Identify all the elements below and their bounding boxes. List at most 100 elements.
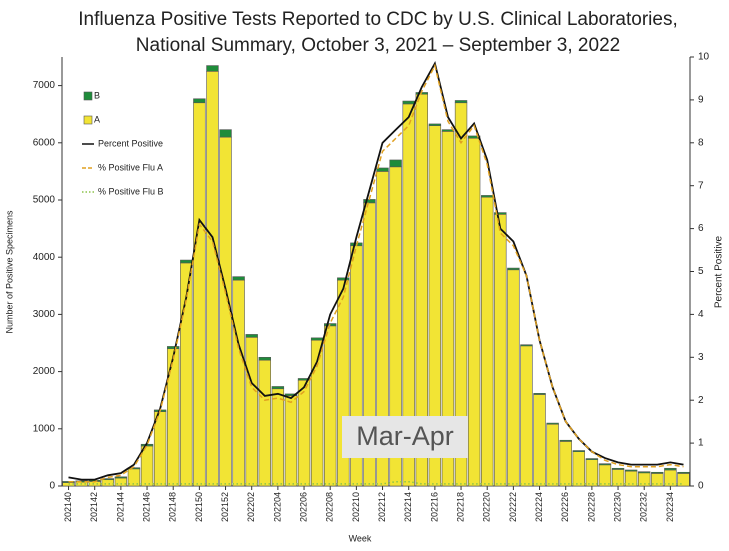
bar bbox=[258, 359, 271, 487]
bar bbox=[559, 439, 572, 442]
bar bbox=[546, 422, 559, 425]
bar bbox=[219, 136, 232, 487]
bar bbox=[232, 276, 245, 281]
bar bbox=[559, 441, 572, 487]
bar bbox=[520, 345, 533, 487]
annotation-box bbox=[342, 416, 468, 458]
x-tick-label: 202230 bbox=[612, 492, 622, 522]
bar bbox=[206, 65, 219, 72]
bar bbox=[481, 195, 494, 198]
bar bbox=[520, 344, 533, 347]
x-tick-label: 202204 bbox=[272, 492, 282, 522]
bar bbox=[624, 469, 638, 472]
bar bbox=[585, 458, 599, 460]
bar bbox=[193, 102, 206, 487]
bar bbox=[271, 386, 285, 390]
bar bbox=[337, 277, 350, 281]
y2-tick-label: 6 bbox=[698, 223, 704, 234]
legend-label: % Positive Flu A bbox=[98, 162, 163, 172]
chart-title: National Summary, October 3, 2021 – Sept… bbox=[136, 35, 620, 56]
bar bbox=[245, 334, 258, 338]
x-tick-label: 202212 bbox=[377, 492, 387, 522]
y-tick-label: 0 bbox=[49, 481, 55, 492]
line bbox=[68, 480, 684, 485]
bar bbox=[533, 393, 546, 395]
bar bbox=[232, 279, 245, 487]
bar bbox=[454, 100, 468, 104]
y2-tick-label: 2 bbox=[698, 395, 704, 406]
x-tick-label: 202216 bbox=[429, 492, 439, 522]
bar bbox=[153, 411, 167, 487]
y2-tick-label: 8 bbox=[698, 137, 704, 148]
x-tick-label: 202208 bbox=[325, 492, 335, 522]
bar bbox=[140, 445, 154, 487]
x-tick-label: 202140 bbox=[63, 492, 73, 522]
bar bbox=[598, 464, 612, 487]
y-tick-label: 3000 bbox=[33, 309, 56, 320]
bar bbox=[324, 325, 337, 487]
bar bbox=[494, 212, 507, 215]
y2-tick-label: 0 bbox=[698, 481, 704, 492]
y-tick-label: 6000 bbox=[33, 137, 56, 148]
legend-label: A bbox=[94, 114, 100, 124]
bar bbox=[167, 346, 180, 350]
bar bbox=[297, 379, 311, 487]
bar bbox=[245, 336, 258, 487]
legend-swatch bbox=[83, 115, 93, 125]
bar bbox=[507, 269, 520, 487]
y2-tick-label: 5 bbox=[698, 266, 704, 277]
line bbox=[68, 63, 684, 483]
y-axis-label: Number of Positive Specimens bbox=[4, 210, 14, 334]
x-tick-label: 202224 bbox=[534, 492, 544, 522]
bar bbox=[494, 214, 507, 487]
x-tick-label: 202218 bbox=[455, 492, 465, 522]
bar bbox=[310, 337, 324, 341]
x-tick-label: 202202 bbox=[246, 492, 256, 522]
bar bbox=[481, 196, 494, 487]
bar bbox=[624, 470, 638, 487]
x-tick-label: 202226 bbox=[560, 492, 570, 522]
x-tick-label: 202206 bbox=[298, 492, 308, 522]
x-tick-label: 202144 bbox=[115, 492, 125, 522]
bar bbox=[533, 394, 546, 487]
y2-tick-label: 10 bbox=[698, 52, 710, 63]
legend-label: B bbox=[94, 90, 100, 100]
bar bbox=[638, 471, 651, 474]
bar bbox=[572, 450, 585, 452]
bar bbox=[611, 469, 625, 487]
x-axis-label: Week bbox=[349, 533, 372, 543]
y-tick-label: 1000 bbox=[33, 423, 56, 434]
bar bbox=[598, 463, 612, 466]
x-tick-label: 202228 bbox=[586, 492, 596, 522]
y2-tick-label: 3 bbox=[698, 352, 704, 363]
bar bbox=[467, 135, 481, 139]
bar bbox=[284, 393, 298, 396]
bar bbox=[101, 479, 114, 487]
x-tick-label: 202152 bbox=[220, 492, 230, 522]
x-tick-label: 202150 bbox=[194, 492, 204, 522]
bar bbox=[572, 451, 585, 487]
y-tick-label: 5000 bbox=[33, 195, 56, 206]
y2-tick-label: 7 bbox=[698, 180, 704, 191]
bar bbox=[258, 356, 271, 361]
y2-tick-label: 9 bbox=[698, 95, 704, 106]
bar bbox=[467, 137, 481, 487]
x-tick-label: 202214 bbox=[403, 492, 413, 522]
x-tick-label: 202234 bbox=[665, 492, 675, 522]
bar bbox=[546, 423, 559, 487]
bar bbox=[193, 98, 206, 104]
bar bbox=[664, 469, 677, 487]
chart-title: Influenza Positive Tests Reported to CDC… bbox=[78, 9, 677, 30]
x-tick-label: 202210 bbox=[351, 492, 361, 522]
y2-tick-label: 1 bbox=[698, 438, 704, 449]
y-tick-label: 7000 bbox=[33, 80, 56, 91]
bar bbox=[376, 167, 389, 172]
bar bbox=[402, 100, 415, 105]
annotation: Mar-Apr bbox=[356, 421, 454, 451]
bar bbox=[114, 477, 128, 487]
y-tick-label: 4000 bbox=[33, 252, 56, 263]
legend-label: Percent Positive bbox=[98, 138, 163, 148]
y2-axis-label: Percent Positive bbox=[714, 235, 725, 308]
